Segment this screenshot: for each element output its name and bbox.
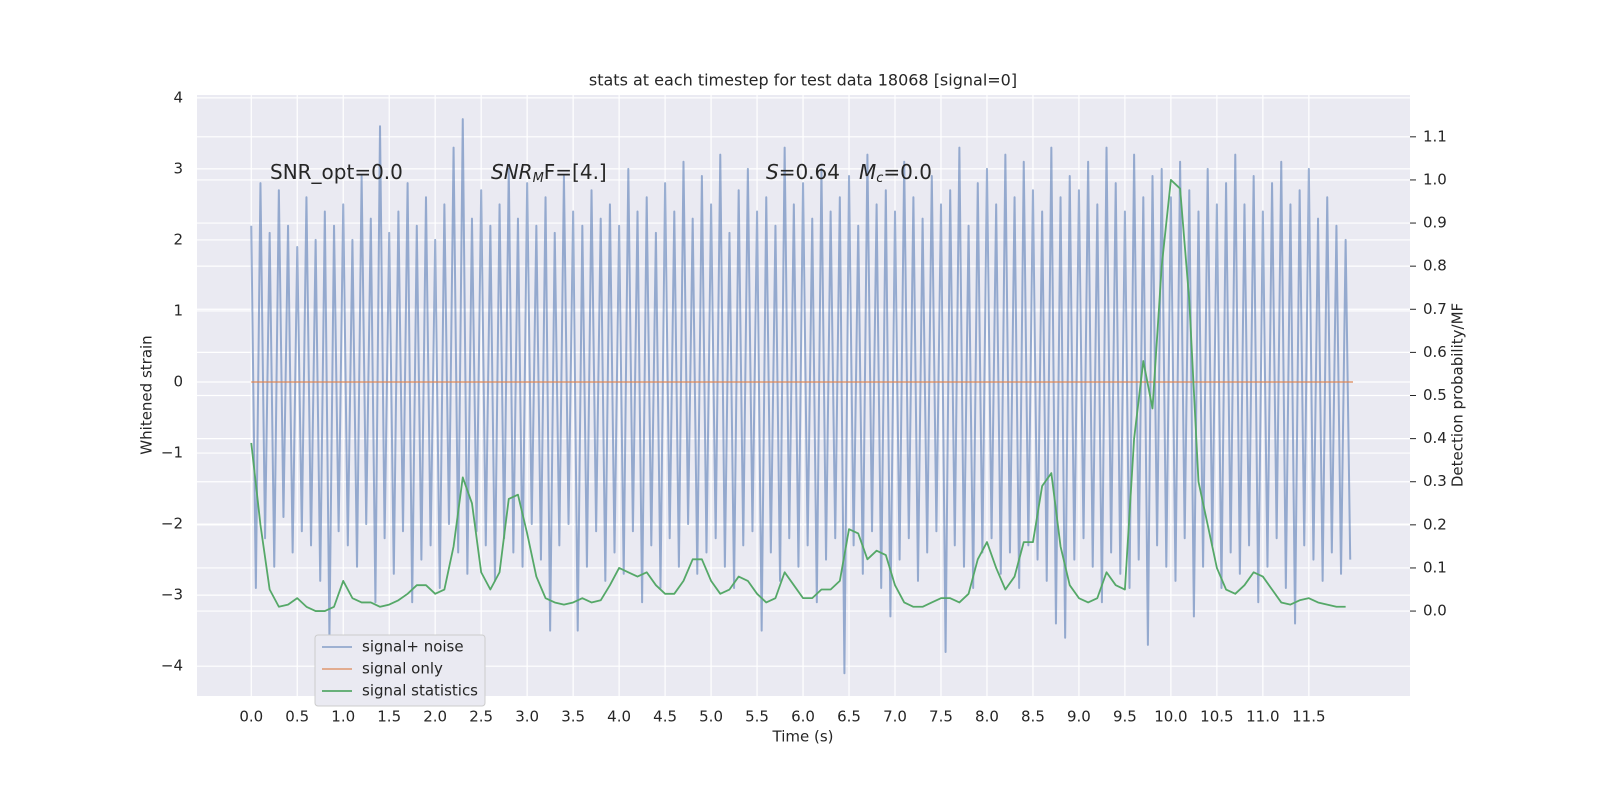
x-tick-label: 5.0 [699, 708, 723, 726]
x-tick-label: 1.5 [377, 708, 401, 726]
y-tick-label: −1 [161, 444, 183, 462]
annotation: SNRMF=[4.] [491, 160, 607, 186]
series-line [250, 118, 1352, 675]
legend-label: signal+ noise [362, 638, 464, 656]
y-tick-label: 2 [173, 230, 183, 248]
chart-title: stats at each timestep for test data 180… [589, 71, 1017, 90]
legend-box [314, 634, 486, 707]
x-tick-label: 6.5 [837, 708, 861, 726]
y2-axis-label: Detection probability/MF [1449, 303, 1467, 487]
x-tick-label: 2.5 [469, 708, 493, 726]
x-tick-label: 2.0 [423, 708, 447, 726]
y-axis-label: Whitened strain [138, 335, 156, 454]
annotation-tail: =0.64 [779, 160, 840, 184]
y2-tick-label: 0.0 [1423, 602, 1447, 620]
annotation-main: S [766, 160, 779, 184]
x-tick-label: 1.0 [331, 708, 355, 726]
x-tick-label: 9.5 [1113, 708, 1137, 726]
y2-tick-label: 0.1 [1423, 558, 1447, 576]
x-tick-label: 5.5 [745, 708, 769, 726]
x-tick-label: 8.0 [975, 708, 999, 726]
annotation-main: SNR [491, 160, 533, 184]
x-tick-label: 10.5 [1200, 708, 1233, 726]
x-tick-label: 3.5 [561, 708, 585, 726]
x-tick-label: 10.0 [1154, 708, 1187, 726]
annotation-main: SNR_opt=0.0 [270, 160, 403, 184]
x-tick-label: 11.0 [1246, 708, 1279, 726]
x-tick-label: 6.0 [791, 708, 815, 726]
y2-tick-label: 0.6 [1423, 343, 1447, 361]
x-tick-label: 9.0 [1067, 708, 1091, 726]
y2-tick-label: 0.5 [1423, 386, 1447, 404]
y2-tick-label: 0.7 [1423, 300, 1447, 318]
y-tick-label: −2 [161, 515, 183, 533]
y-tick-label: 3 [173, 159, 183, 177]
y2-tick-label: 0.2 [1423, 515, 1447, 533]
y2-tick-label: 1.1 [1423, 127, 1447, 145]
annotation-main: M [859, 160, 876, 184]
y2-tick-label: 0.8 [1423, 257, 1447, 275]
legend-label: signal only [362, 660, 443, 678]
y2-tick-label: 0.3 [1423, 472, 1447, 490]
series-line [250, 179, 1346, 612]
legend: signal+ noise signal only signal statistic… [314, 634, 486, 707]
legend-label: signal statistics [362, 682, 478, 700]
annotation-subscript: M [533, 171, 544, 186]
y-tick-label: 0 [173, 373, 183, 391]
y2-tick-label: 0.4 [1423, 429, 1447, 447]
annotation: SNR_opt=0.0 [270, 160, 403, 184]
x-tick-label: 8.5 [1021, 708, 1045, 726]
annotation: Mc=0.0 [859, 160, 932, 186]
y-tick-label: −3 [161, 586, 183, 604]
annotation-tail: F=[4.] [544, 160, 607, 184]
x-tick-label: 4.0 [607, 708, 631, 726]
x-tick-label: 7.0 [883, 708, 907, 726]
x-tick-label: 4.5 [653, 708, 677, 726]
annotation-tail: =0.0 [883, 160, 932, 184]
y2-tick-label: 1.0 [1423, 170, 1447, 188]
y-tick-label: 1 [173, 301, 183, 319]
x-tick-label: 0.0 [239, 708, 263, 726]
y-tick-label: 4 [173, 88, 183, 106]
y2-tick-label: 0.9 [1423, 214, 1447, 232]
x-tick-label: 3.0 [515, 708, 539, 726]
annotation-subscript: c [876, 171, 883, 186]
x-axis-label: Time (s) [772, 728, 834, 746]
y-tick-label: −4 [161, 657, 183, 675]
x-tick-label: 11.5 [1292, 708, 1325, 726]
x-tick-label: 7.5 [929, 708, 953, 726]
annotation: S=0.64 [766, 160, 840, 184]
x-tick-label: 0.5 [285, 708, 309, 726]
